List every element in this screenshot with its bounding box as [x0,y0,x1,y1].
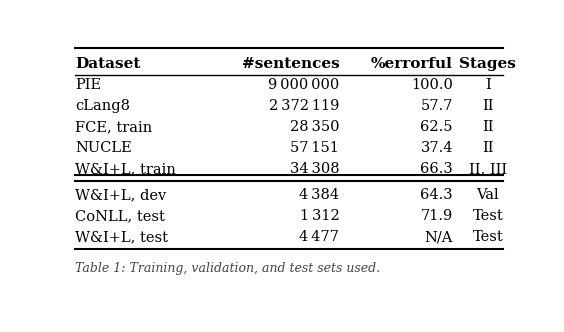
Text: 66.3: 66.3 [420,162,453,176]
Text: I: I [485,78,491,92]
Text: W&I+L, train: W&I+L, train [75,162,176,176]
Text: 37.4: 37.4 [421,141,453,155]
Text: II: II [482,99,494,113]
Text: N/A: N/A [425,230,453,244]
Text: 4 477: 4 477 [299,230,340,244]
Text: FCE, train: FCE, train [75,120,152,134]
Text: 62.5: 62.5 [421,120,453,134]
Text: II: II [482,141,494,155]
Text: W&I+L, test: W&I+L, test [75,230,168,244]
Text: 57.7: 57.7 [421,99,453,113]
Text: 71.9: 71.9 [421,209,453,223]
Text: 4 384: 4 384 [299,188,340,202]
Text: Test: Test [473,209,503,223]
Text: 57 151: 57 151 [290,141,340,155]
Text: %errorful: %errorful [371,57,453,71]
Text: Stages: Stages [460,57,517,71]
Text: 64.3: 64.3 [420,188,453,202]
Text: 2 372 119: 2 372 119 [269,99,340,113]
Text: II: II [482,120,494,134]
Text: 34 308: 34 308 [290,162,340,176]
Text: Test: Test [473,230,503,244]
Text: #sentences: #sentences [241,57,340,71]
Text: W&I+L, dev: W&I+L, dev [75,188,166,202]
Text: CoNLL, test: CoNLL, test [75,209,165,223]
Text: 100.0: 100.0 [411,78,453,92]
Text: NUCLE: NUCLE [75,141,131,155]
Text: Table 1: Training, validation, and test sets used.: Table 1: Training, validation, and test … [75,262,380,275]
Text: cLang8: cLang8 [75,99,130,113]
Text: II, III: II, III [469,162,507,176]
Text: 28 350: 28 350 [290,120,340,134]
Text: 1 312: 1 312 [299,209,340,223]
Text: PIE: PIE [75,78,101,92]
Text: 9 000 000: 9 000 000 [268,78,340,92]
Text: Dataset: Dataset [75,57,140,71]
Text: Val: Val [477,188,499,202]
